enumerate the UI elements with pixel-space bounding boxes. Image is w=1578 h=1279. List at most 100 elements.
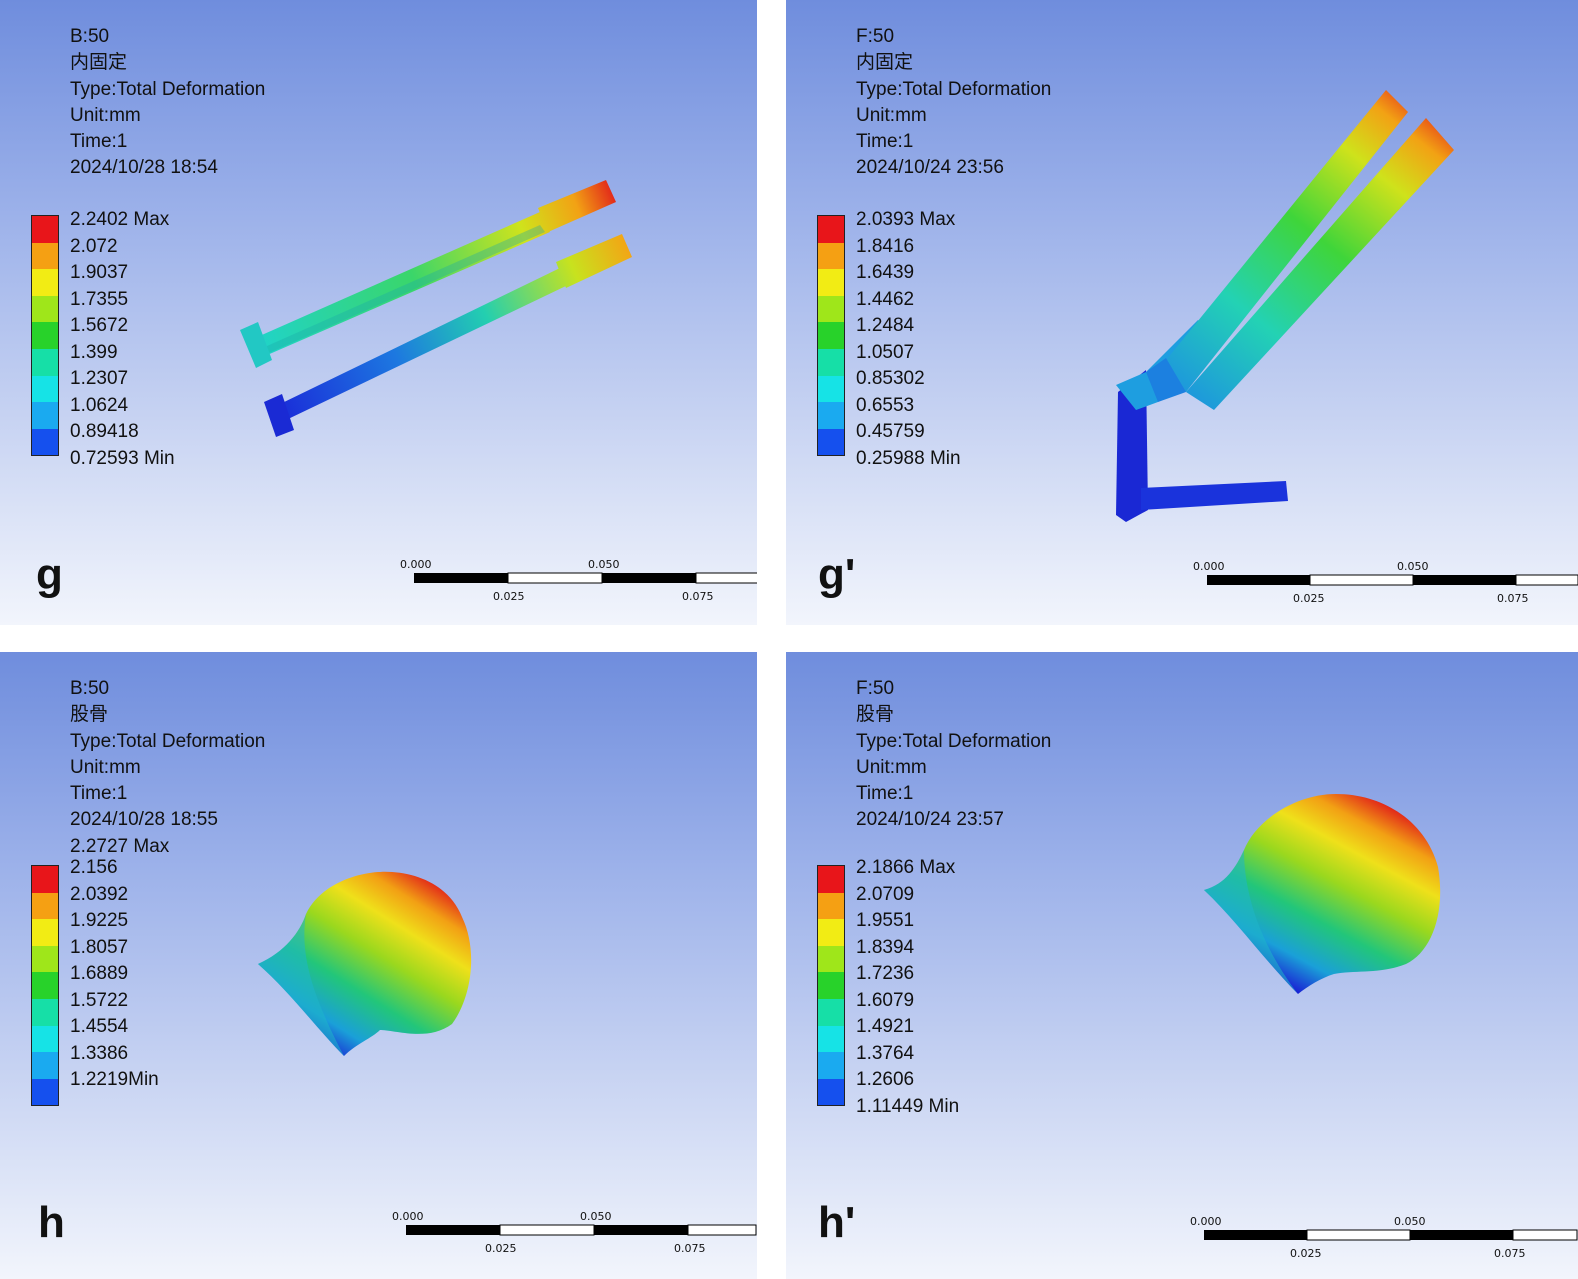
panel-letter: g' <box>818 550 856 599</box>
legend-swatch <box>818 428 844 456</box>
scale-tick: 0.075 <box>674 1242 706 1255</box>
legend-labels: 2.1866 Max 2.0709 1.9551 1.8394 1.7236 1… <box>856 855 959 1120</box>
legend-value: 2.0392 <box>70 883 129 905</box>
legend-value: 2.2727 Max <box>70 835 170 857</box>
legend-value: 0.25988 Min <box>856 447 961 469</box>
scale-tick: 0.075 <box>1494 1247 1526 1260</box>
legend-swatch <box>818 348 844 376</box>
legend-value: 1.4921 <box>856 1016 915 1037</box>
legend-swatch <box>818 866 844 893</box>
panel-h-prime: F:50 股骨 Type:Total Deformation Unit:mm T… <box>786 652 1578 1279</box>
legend-swatch <box>818 242 844 270</box>
legend-value: 1.2484 <box>856 315 915 336</box>
deformation-model-femoral-head <box>258 871 472 1056</box>
unit-label: Unit:mm <box>70 756 141 778</box>
legend-swatch <box>32 242 58 270</box>
legend-swatch <box>32 866 58 893</box>
panel-letter: h' <box>818 1198 856 1247</box>
part-label: 内固定 <box>70 52 128 74</box>
result-type: Type:Total Deformation <box>856 730 1052 752</box>
scale-tick: 0.000 <box>392 1210 424 1223</box>
legend-value: 1.9551 <box>856 910 915 931</box>
legend-swatch <box>32 945 58 973</box>
model-label: F:50 <box>856 678 895 699</box>
legend-value: 1.2606 <box>856 1069 915 1090</box>
color-legend <box>817 865 845 1107</box>
date-label: 2024/10/28 18:54 <box>70 157 218 179</box>
scale-tick: 0.025 <box>485 1242 517 1255</box>
result-type: Type:Total Deformation <box>856 78 1052 100</box>
color-legend <box>31 865 59 1107</box>
legend-value: 1.9037 <box>70 262 129 283</box>
deformation-model-screws <box>240 180 632 437</box>
scale-tick: 0.000 <box>1193 560 1225 573</box>
legend-value: 1.4462 <box>856 288 915 310</box>
scale-tick: 0.075 <box>682 590 714 603</box>
result-info: F:50 股骨 Type:Total Deformation Unit:mm T… <box>856 676 1051 834</box>
result-info: F:50 内固定 Type:Total Deformation Unit:mm … <box>856 24 1051 182</box>
model-label: B:50 <box>70 678 110 699</box>
legend-swatch <box>32 1025 58 1053</box>
legend-value: 1.8057 <box>70 936 129 958</box>
legend-value: 0.89418 <box>70 421 139 442</box>
model-label: F:50 <box>856 26 895 47</box>
legend-value: 1.399 <box>70 341 118 363</box>
legend-value: 1.5722 <box>70 989 129 1011</box>
legend-value: 1.4554 <box>70 1016 129 1037</box>
legend-value: 1.6439 <box>856 262 915 283</box>
legend-value: 1.6079 <box>856 989 915 1011</box>
unit-label: Unit:mm <box>856 756 927 778</box>
legend-swatch <box>32 402 58 429</box>
unit-label: Unit:mm <box>70 104 141 126</box>
legend-value: 2.072 <box>70 235 118 257</box>
legend-value: 0.85302 <box>856 368 925 389</box>
date-label: 2024/10/24 23:57 <box>856 809 1004 831</box>
legend-swatch <box>818 375 844 403</box>
legend-swatch <box>32 972 58 999</box>
legend-value: 1.6889 <box>70 963 129 984</box>
legend-swatch <box>818 972 844 999</box>
legend-swatch <box>32 375 58 403</box>
model-label: B:50 <box>70 26 110 47</box>
result-info: B:50 内固定 Type:Total Deformation Unit:mm … <box>70 24 265 182</box>
scale-bar-graphic <box>1204 1229 1578 1241</box>
legend-swatch <box>818 295 844 323</box>
legend-swatch <box>32 919 58 946</box>
legend-value: 0.6553 <box>856 394 915 416</box>
legend-swatch <box>32 1052 58 1079</box>
legend-value: 1.8416 <box>856 235 915 257</box>
legend-value: 1.0624 <box>70 394 129 416</box>
legend-swatch <box>32 216 58 243</box>
scale-tick: 0.000 <box>400 558 432 571</box>
result-type: Type:Total Deformation <box>70 730 266 752</box>
legend-swatch <box>32 998 58 1026</box>
unit-label: Unit:mm <box>856 104 927 126</box>
legend-value: 1.0507 <box>856 341 915 363</box>
scale-tick: 0.050 <box>588 558 620 571</box>
legend-labels: 2.0393 Max 1.8416 1.6439 1.4462 1.2484 1… <box>856 207 961 472</box>
legend-value: 1.9225 <box>70 910 129 931</box>
legend-value: 2.1866 Max <box>856 857 956 878</box>
legend-value: 1.2307 <box>70 368 129 389</box>
scale-tick: 0.050 <box>580 1210 612 1223</box>
scale-tick: 0.025 <box>1290 1247 1322 1260</box>
deformation-model-femoral-head <box>1204 794 1441 994</box>
date-label: 2024/10/24 23:56 <box>856 157 1004 179</box>
panel-g-prime: F:50 内固定 Type:Total Deformation Unit:mm … <box>786 0 1578 625</box>
time-label: Time:1 <box>70 131 128 153</box>
legend-value: 1.3764 <box>856 1042 915 1064</box>
legend-value: 1.11449 Min <box>856 1095 960 1117</box>
legend-value: 1.7355 <box>70 288 129 310</box>
legend-labels: 2.156 2.0392 1.9225 1.8057 1.6889 1.5722… <box>70 855 159 1094</box>
legend-value: 2.0393 Max <box>856 209 956 230</box>
legend-swatch <box>32 428 58 456</box>
time-label: Time:1 <box>856 783 914 805</box>
legend-value: 1.8394 <box>856 936 915 958</box>
scale-tick: 0.075 <box>1497 592 1529 605</box>
scale-tick: 0.050 <box>1394 1215 1426 1228</box>
legend-value: 0.72593 Min <box>70 447 175 469</box>
legend-swatch <box>32 295 58 323</box>
legend-value: 1.2219Min <box>70 1069 159 1090</box>
legend-value: 2.2402 Max <box>70 209 170 230</box>
result-type: Type:Total Deformation <box>70 78 266 100</box>
